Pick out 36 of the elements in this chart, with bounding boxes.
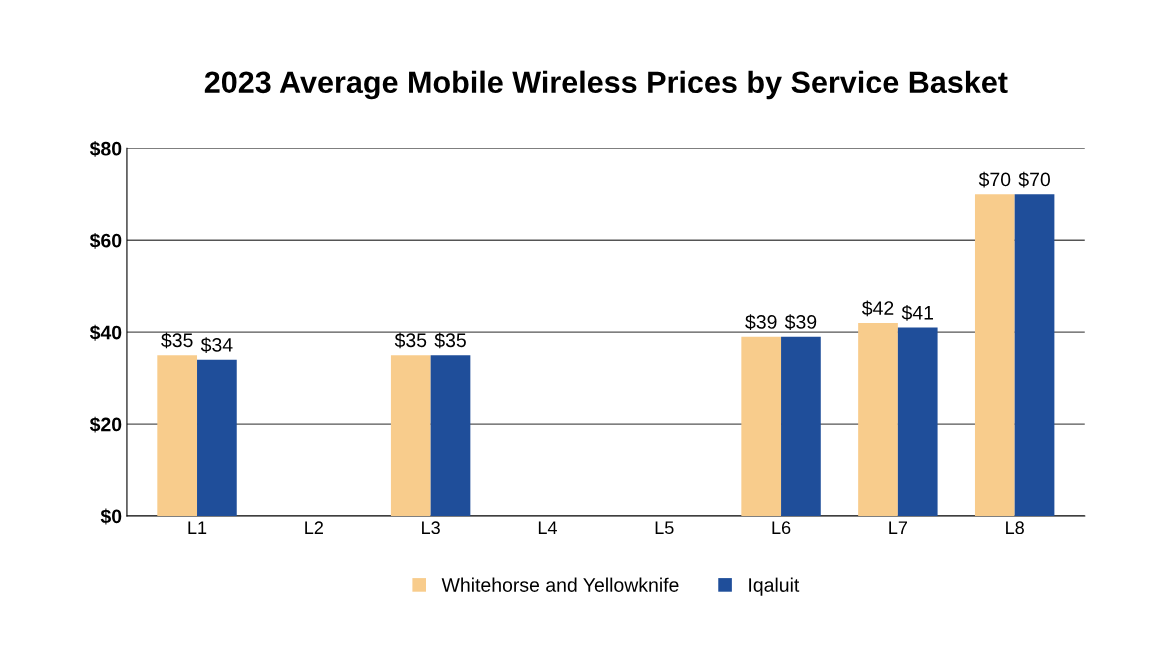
data-label: $35: [161, 332, 193, 349]
chart-title: 2023 Average Mobile Wireless Prices by Service Basket: [204, 70, 1008, 100]
data-label: $35: [394, 332, 427, 349]
bar: [741, 336, 782, 516]
x-tick-label: L7: [889, 521, 907, 534]
data-label: $39: [784, 314, 817, 330]
data-label: $70: [978, 171, 1011, 188]
bar: [781, 336, 821, 516]
y-tick-label: $80: [89, 140, 122, 157]
data-label: $70: [1018, 171, 1050, 188]
legend-label: Whitehorse and Yellowknife: [441, 577, 679, 592]
x-tick-label: L6: [772, 521, 791, 535]
x-tick-label: L3: [422, 521, 440, 535]
bar: [974, 194, 1015, 516]
bar: [197, 359, 237, 516]
data-label: $34: [200, 337, 233, 353]
bar: [390, 355, 431, 516]
bar: [897, 327, 938, 516]
data-label: $41: [901, 304, 933, 321]
data-label: $35: [434, 332, 466, 349]
bar: [157, 355, 198, 516]
x-tick-label: L4: [538, 521, 557, 534]
x-tick-label: L5: [655, 521, 674, 535]
bar: [1014, 194, 1055, 516]
x-tick-label: L1: [188, 521, 207, 534]
legend-label: Iqaluit: [749, 577, 800, 596]
y-tick-label: $0: [100, 508, 122, 525]
x-tick-label: L8: [1006, 521, 1024, 535]
y-tick-label: $20: [89, 416, 122, 433]
data-label: $39: [745, 314, 777, 330]
x-tick-label: L2: [305, 521, 323, 534]
bar: [430, 355, 471, 516]
y-tick-label: $40: [89, 324, 122, 341]
data-label: $42: [862, 300, 894, 317]
y-tick-label: $60: [89, 232, 122, 249]
bar: [858, 322, 898, 516]
